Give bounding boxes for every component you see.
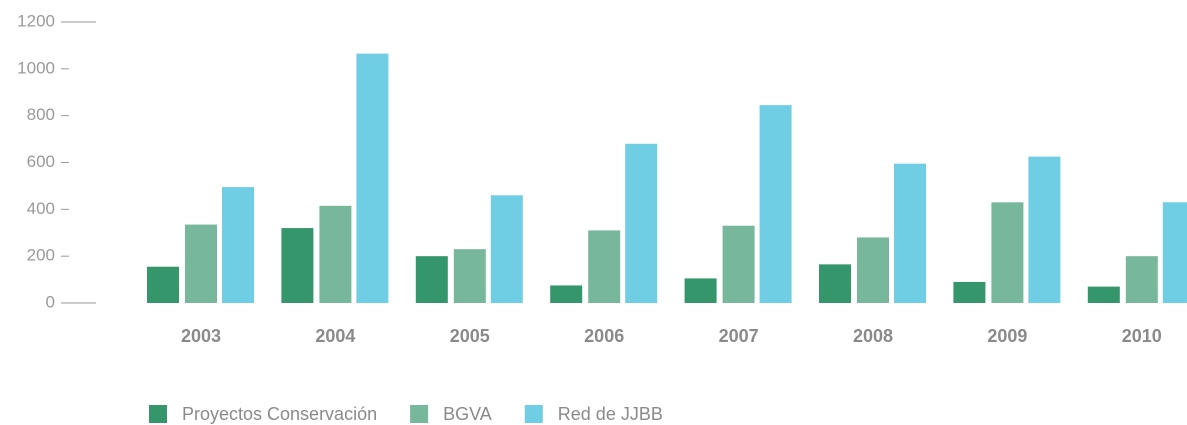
bar — [991, 202, 1024, 303]
x-tick-label: 2006 — [584, 326, 624, 346]
legend-label: Proyectos Conservación — [182, 404, 377, 424]
bar — [1028, 156, 1061, 303]
legend-label: Red de JJBB — [558, 404, 663, 424]
bar — [415, 256, 448, 303]
bar — [625, 143, 658, 303]
y-tick-label: 600 — [27, 152, 55, 171]
bar — [722, 225, 755, 303]
bar — [953, 281, 986, 303]
x-tick-label: 2008 — [853, 326, 893, 346]
bar — [319, 205, 352, 303]
bar — [857, 237, 889, 303]
bar — [684, 278, 717, 303]
y-tick-label: 200 — [27, 246, 55, 265]
y-tick-label: 800 — [27, 105, 55, 124]
bar — [819, 264, 851, 303]
bar — [1162, 202, 1187, 303]
bar — [490, 195, 523, 303]
legend-swatch — [149, 405, 167, 423]
bar — [356, 53, 389, 303]
x-tick-label: 2009 — [987, 326, 1027, 346]
x-tick-label: 2010 — [1122, 326, 1162, 346]
x-tick-label: 2004 — [315, 326, 355, 346]
bar — [281, 228, 314, 303]
bar — [894, 163, 926, 303]
bar — [185, 224, 217, 303]
x-tick-label: 2005 — [450, 326, 490, 346]
y-tick-label: 400 — [27, 199, 55, 218]
bar — [1087, 286, 1120, 303]
bar — [588, 230, 621, 303]
bar — [147, 266, 179, 303]
legend-label: BGVA — [443, 404, 492, 424]
bar — [453, 249, 486, 303]
y-tick-label: 1000 — [17, 58, 55, 77]
x-tick-label: 2007 — [719, 326, 759, 346]
bar — [550, 285, 583, 303]
y-tick-label: 0 — [46, 292, 55, 311]
x-tick-label: 2003 — [181, 326, 221, 346]
bar — [222, 187, 254, 303]
legend-swatch — [410, 405, 429, 423]
bar — [759, 105, 792, 303]
legend-swatch — [524, 405, 543, 423]
y-tick-label: 1200 — [17, 11, 55, 30]
bar — [1125, 256, 1158, 303]
